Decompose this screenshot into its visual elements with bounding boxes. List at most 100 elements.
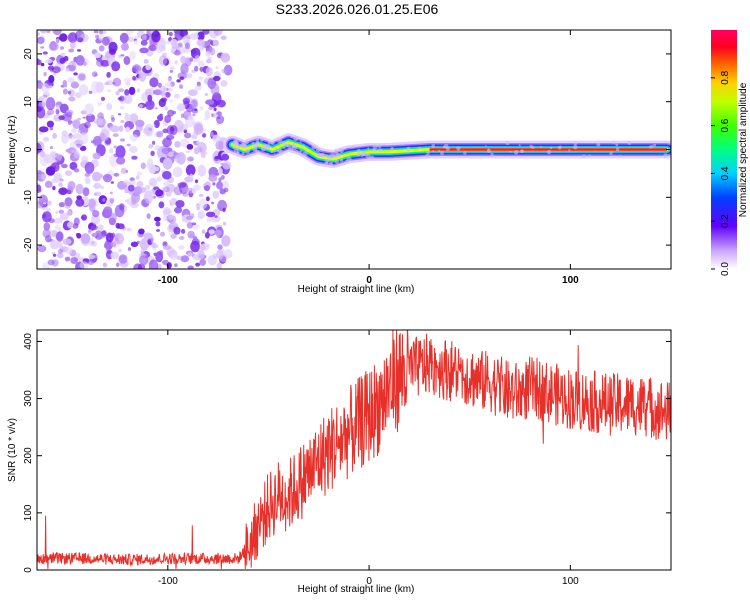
- noise-blob: [129, 177, 135, 181]
- noise-blob: [155, 221, 161, 227]
- noise-blob: [191, 223, 200, 230]
- figure-title: S233.2026.026.01.25.E06: [276, 1, 439, 17]
- noise-blob: [56, 231, 64, 242]
- noise-blob: [153, 120, 160, 128]
- ridge-speckle: [418, 146, 422, 150]
- ridge-speckle: [295, 149, 299, 153]
- noise-blob: [214, 229, 222, 236]
- ridge-speckle: [266, 152, 269, 156]
- noise-blob: [136, 88, 140, 93]
- noise-blob: [70, 257, 78, 264]
- noise-blob: [206, 217, 213, 223]
- noise-blobs: [37, 30, 233, 269]
- noise-blob: [135, 119, 145, 128]
- ridge-speckle: [291, 143, 296, 148]
- noise-blob: [169, 69, 174, 73]
- ridge-speckle: [550, 146, 553, 150]
- noise-blob: [103, 206, 113, 216]
- ridge-speckle: [426, 150, 431, 155]
- ridge-speckle: [334, 159, 339, 164]
- noise-blob: [106, 103, 113, 111]
- noise-blob: [55, 210, 59, 214]
- snr-frame: [36, 329, 672, 571]
- noise-blob: [107, 89, 111, 93]
- noise-blob: [217, 244, 223, 250]
- ridge-speckle: [456, 146, 461, 151]
- noise-blob: [215, 66, 219, 70]
- noise-blob: [176, 79, 181, 83]
- noise-blob: [88, 229, 92, 233]
- noise-blob: [121, 42, 129, 51]
- ridge-speckle: [613, 155, 616, 158]
- noise-blob: [119, 105, 125, 110]
- noise-blob: [37, 245, 47, 253]
- noise-blob: [216, 181, 223, 190]
- noise-blob: [75, 198, 85, 207]
- noise-blob: [149, 189, 156, 196]
- ridge-speckle: [232, 146, 235, 149]
- noise-blob: [116, 157, 126, 165]
- snr-ytick-label: 200: [23, 447, 34, 464]
- noise-blob: [112, 82, 116, 85]
- noise-blob: [45, 235, 52, 243]
- noise-blob: [52, 30, 62, 36]
- noise-blob: [185, 73, 193, 79]
- noise-blob: [94, 52, 102, 59]
- ridge-speckle: [573, 141, 578, 146]
- noise-blob: [52, 133, 57, 139]
- noise-blob: [164, 91, 171, 98]
- noise-blob: [50, 146, 53, 150]
- ridge-speckle: [267, 146, 271, 149]
- noise-blob: [59, 33, 68, 42]
- noise-blob: [173, 30, 182, 35]
- noise-blob: [125, 126, 131, 133]
- noise-blob: [75, 232, 80, 237]
- noise-blob: [202, 133, 207, 138]
- noise-blob: [193, 147, 200, 155]
- noise-blob: [206, 211, 216, 218]
- colorbar-tick-label: 0.2: [720, 214, 731, 228]
- noise-blob: [219, 172, 223, 175]
- colorbar-tick-label: 0.0: [720, 262, 731, 276]
- noise-blob: [157, 82, 162, 88]
- noise-blob: [118, 248, 122, 253]
- ridge-speckle: [546, 149, 552, 155]
- noise-blob: [92, 71, 98, 78]
- ridge-speckle: [270, 141, 275, 146]
- noise-blob: [212, 182, 216, 186]
- noise-blob: [50, 69, 54, 73]
- ridge-speckle: [438, 149, 441, 153]
- noise-blob: [92, 152, 101, 160]
- noise-blob: [176, 103, 186, 112]
- noise-blob: [68, 96, 76, 102]
- noise-blob: [114, 233, 124, 245]
- noise-blob: [55, 108, 60, 115]
- noise-blob: [83, 61, 87, 66]
- noise-blob: [53, 217, 63, 224]
- noise-blob: [177, 245, 185, 250]
- noise-blob: [213, 107, 217, 112]
- noise-blob: [175, 200, 185, 208]
- ridge-speckle: [324, 154, 328, 157]
- ridge-speckle: [302, 151, 308, 157]
- noise-blob: [82, 187, 90, 197]
- noise-blob: [111, 61, 121, 72]
- noise-blob: [199, 198, 208, 210]
- spectrogram-xtick-label: 100: [562, 275, 579, 286]
- snr-xlabel: Height of straight line (km): [298, 584, 415, 595]
- spectrogram-xtick-label: 0: [366, 275, 372, 286]
- noise-blob: [79, 132, 89, 145]
- noise-blob: [139, 47, 149, 54]
- noise-blob: [215, 140, 225, 150]
- noise-blob: [214, 172, 220, 176]
- noise-blob: [40, 62, 45, 67]
- noise-blob: [118, 125, 124, 132]
- ridge-speckle: [252, 147, 258, 153]
- noise-blob: [212, 253, 218, 259]
- noise-blob: [77, 130, 81, 133]
- noise-blob: [145, 184, 151, 190]
- ridge-speckle: [615, 143, 619, 147]
- ridge-speckle: [509, 150, 512, 153]
- noise-blob: [220, 52, 231, 63]
- ridge-speckle: [270, 150, 274, 153]
